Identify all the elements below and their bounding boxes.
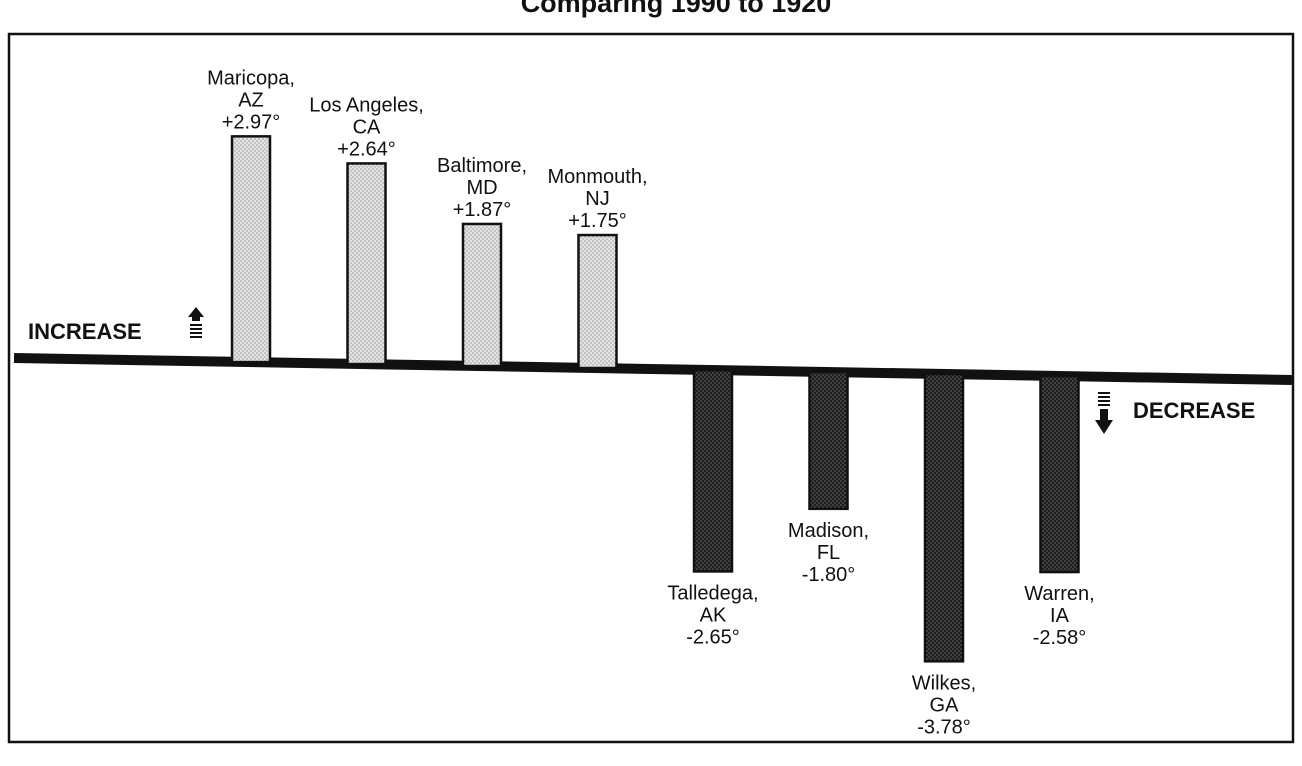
chart-frame: [7, 32, 1295, 744]
down-arrow-icon: [1095, 392, 1113, 434]
chart-title: Comparing 1990 to 1920: [521, 0, 832, 18]
category-label-7-0: Warren,: [1024, 583, 1094, 605]
bar-6: [923, 372, 965, 663]
value-label-1: +2.64°: [337, 138, 396, 160]
bars-group: Maricopa,AZ+2.97° Los Angeles,CA+2.64° Bal…: [207, 67, 1095, 738]
category-label-1-1: CA: [353, 116, 381, 138]
category-label-3-0: Monmouth,: [547, 166, 647, 188]
category-label-0-0: Maricopa,: [207, 67, 295, 89]
increase-label: INCREASE: [28, 319, 142, 344]
bar-5: [808, 370, 849, 511]
category-label-5-1: FL: [817, 542, 840, 564]
bar-7: [1039, 374, 1080, 574]
bar-0: [230, 135, 272, 364]
category-label-3-1: NJ: [585, 188, 609, 210]
bar-2: [461, 222, 503, 368]
value-label-6: -3.78°: [917, 716, 971, 738]
category-label-1-0: Los Angeles,: [309, 94, 424, 116]
value-label-4: -2.65°: [686, 626, 740, 648]
value-label-3: +1.75°: [568, 210, 627, 232]
category-label-6-0: Wilkes,: [912, 672, 976, 694]
category-label-2-0: Baltimore,: [437, 155, 527, 177]
value-label-0: +2.97°: [222, 111, 281, 133]
category-label-4-1: AK: [700, 604, 727, 626]
category-label-0-1: AZ: [238, 89, 264, 111]
category-label-5-0: Madison,: [788, 520, 869, 542]
category-label-7-1: IA: [1050, 605, 1070, 627]
up-arrow-icon: [188, 307, 204, 338]
bar-4: [692, 368, 734, 573]
decrease-label: DECREASE: [1133, 398, 1255, 423]
category-label-6-1: GA: [930, 694, 960, 716]
value-label-2: +1.87°: [453, 199, 512, 221]
bar-3: [577, 233, 618, 370]
category-label-2-1: MD: [466, 177, 497, 199]
value-label-7: -2.58°: [1033, 627, 1087, 649]
category-label-4-0: Talledega,: [667, 582, 758, 604]
bar-1: [346, 162, 387, 366]
value-label-5: -1.80°: [802, 564, 856, 586]
